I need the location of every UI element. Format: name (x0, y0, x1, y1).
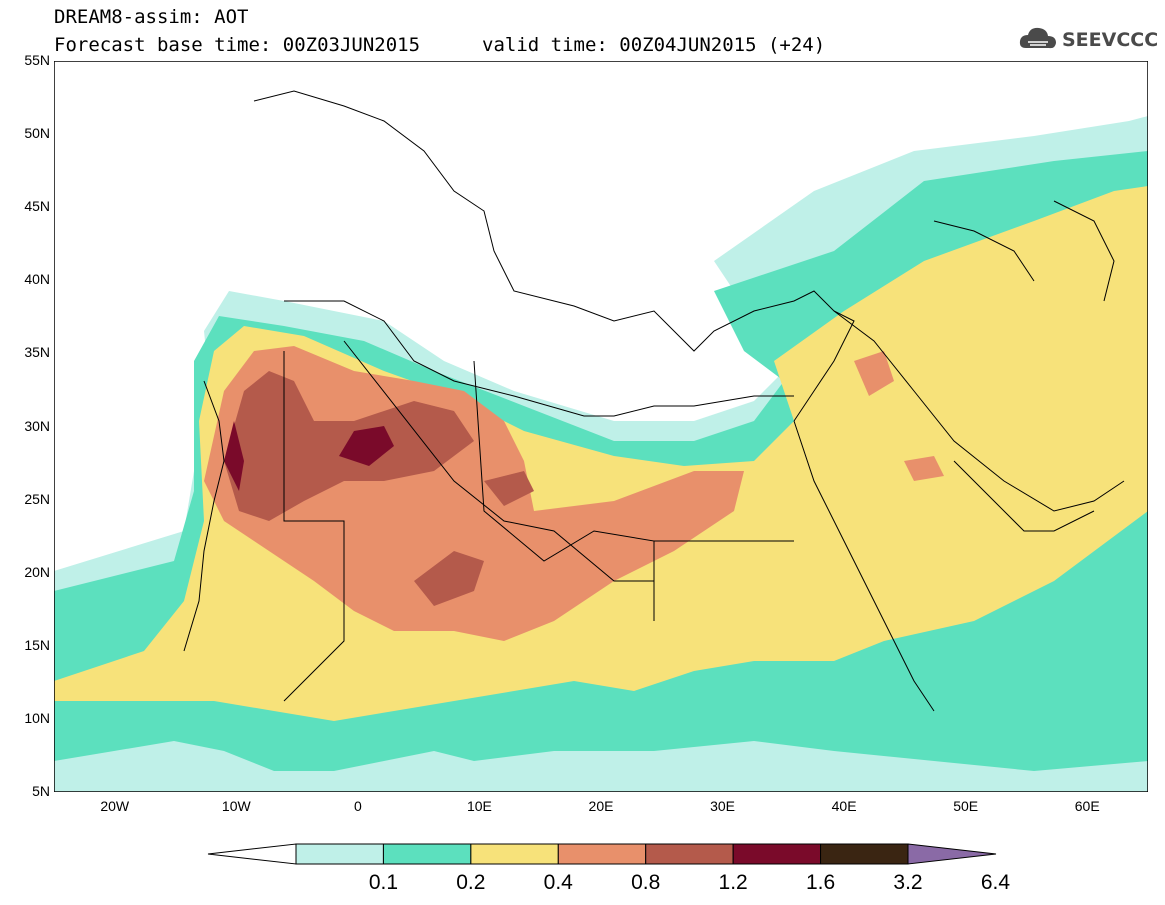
lat-tick-label: 30N (24, 417, 50, 434)
colorbar-box (820, 843, 909, 865)
lat-tick-label: 40N (24, 271, 50, 288)
colorbar-box (470, 843, 559, 865)
valid-time: valid time: 00Z04JUN2015 (+24) (482, 34, 826, 56)
colorbar-box (732, 843, 822, 865)
colorbar-under (207, 843, 297, 865)
lon-tick-label: 30E (710, 798, 735, 814)
colorbar-label: 3.2 (893, 871, 923, 894)
colorbar-boxes (295, 843, 909, 865)
cloud-icon (1019, 27, 1056, 49)
lat-tick-label: 10N (24, 709, 50, 726)
colorbar-over (907, 843, 997, 865)
colorbar-label: 0.2 (456, 871, 486, 894)
lon-tick-label: 60E (1074, 798, 1100, 814)
colorbar-label: 6.4 (980, 871, 1011, 894)
lat-tick-label: 50N (24, 125, 50, 142)
lat-tick-label: 45N (24, 198, 50, 215)
lon-tick-label: 10W (221, 798, 251, 814)
aot-level-0.8 (904, 456, 944, 481)
colorbar-box (295, 843, 384, 865)
aot-level-1.6 (224, 421, 244, 491)
lat-tick-label: 5N (32, 783, 50, 799)
colorbar-label: 0.4 (543, 871, 573, 894)
aot-level-1.6 (339, 426, 394, 466)
lon-tick-label: 20W (100, 798, 130, 814)
aot-contours (54, 116, 1148, 792)
colorbar-label: 1.2 (718, 871, 748, 894)
seevccc-logo: SEEVCCC (1018, 22, 1158, 58)
colorbar-label: 0.8 (631, 871, 661, 894)
lon-tick-label: 50E (953, 798, 979, 814)
lat-tick-label: 55N (24, 52, 50, 68)
colorbar (207, 843, 997, 865)
aot-map (54, 61, 1148, 792)
lat-tick-label: 35N (24, 344, 50, 361)
lon-tick-label: 10E (466, 798, 492, 814)
lat-tick-label: 20N (24, 563, 50, 580)
lon-tick-label: 20E (588, 798, 614, 814)
lon-tick-label: 40E (831, 798, 857, 814)
lat-tick-label: 15N (24, 636, 50, 653)
forecast-base-time: Forecast base time: 00Z03JUN2015 (54, 34, 421, 56)
map-title: DREAM8-assim: AOT (54, 6, 249, 28)
lon-tick-label: 0 (353, 798, 362, 814)
logo-text: SEEVCCC (1062, 29, 1159, 51)
colorbar-box (557, 843, 647, 865)
aot-level-0.8 (854, 351, 894, 396)
aot-level-0.8 (204, 346, 744, 641)
colorbar-label: 0.1 (368, 871, 399, 894)
lat-tick-label: 25N (24, 490, 50, 507)
colorbar-box (645, 843, 734, 865)
colorbar-label: 1.6 (805, 871, 836, 894)
aot-level-1.2 (484, 471, 534, 506)
colorbar-box (382, 843, 472, 865)
coastlines-and-borders (183, 90, 1125, 712)
aot-level-1.2 (414, 551, 484, 606)
